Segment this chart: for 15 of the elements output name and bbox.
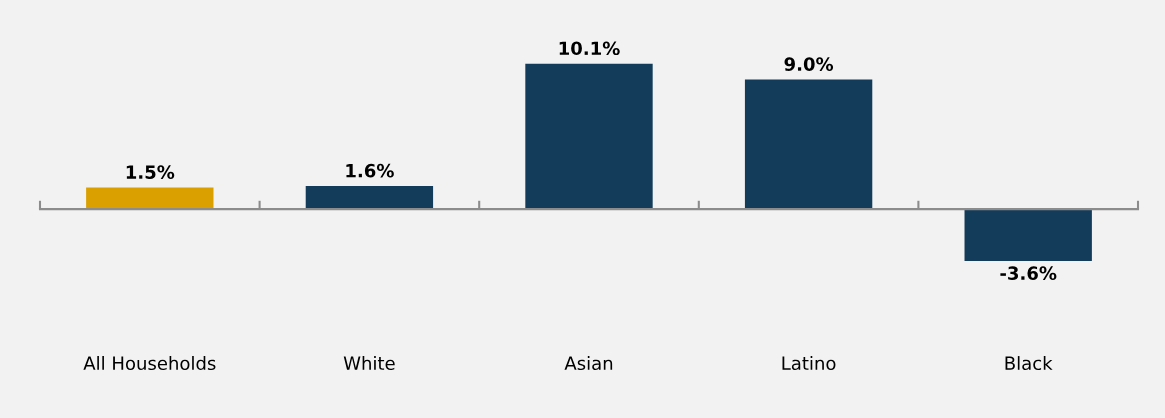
bar <box>964 209 1092 261</box>
data-label: 10.1% <box>559 41 620 56</box>
x-tick-label: All Households <box>83 356 216 371</box>
bar <box>305 186 434 210</box>
bar <box>525 63 653 210</box>
bar <box>86 187 214 210</box>
data-label: 1.5% <box>126 165 175 179</box>
bar <box>744 79 873 210</box>
x-tick-label: Latino <box>782 356 836 371</box>
data-label: 1.6% <box>346 163 394 178</box>
x-tick-label: White <box>343 356 395 371</box>
x-tick-label: Black <box>1005 356 1053 371</box>
x-tick-label: Asian <box>564 356 613 371</box>
data-label: 9.0% <box>784 57 834 71</box>
data-label: -3.6% <box>1000 266 1057 280</box>
